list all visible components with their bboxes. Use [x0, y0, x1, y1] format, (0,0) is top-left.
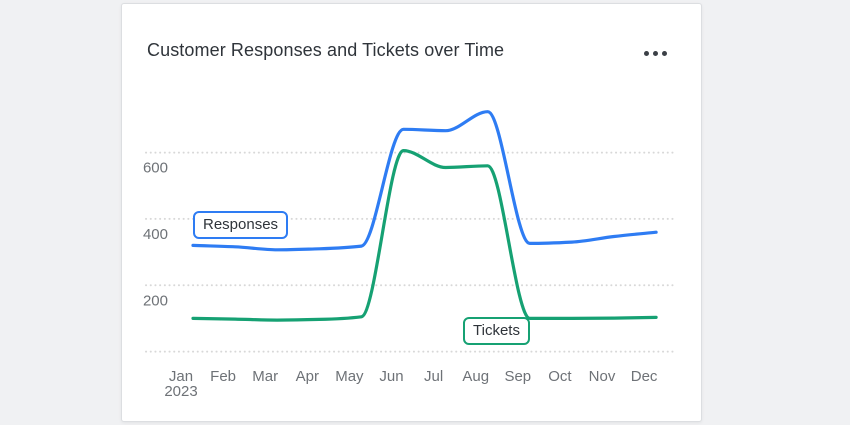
y-axis-tick-label: 200 [143, 292, 168, 309]
x-axis-tick-label: Mar [252, 368, 278, 385]
x-axis-tick-label: Nov [589, 368, 616, 385]
x-axis-tick-label: Feb [210, 368, 236, 385]
ellipsis-icon [661, 50, 667, 56]
x-axis-tick-label: Dec [631, 368, 658, 385]
x-axis-tick-label: Apr [296, 368, 319, 385]
x-axis-tick-label: Jan [169, 368, 193, 385]
y-axis-tick-label: 600 [143, 160, 168, 177]
line-chart: 200 400 600 Jan Feb Mar Apr May Jun Jul Aug Sep Oct N… [143, 110, 674, 400]
ellipsis-icon [652, 50, 658, 56]
x-axis-tick-label: Jun [379, 368, 403, 385]
ellipsis-icon [643, 50, 649, 56]
tickets-line [191, 149, 658, 322]
tickets-series-label[interactable]: Tickets [463, 317, 530, 345]
x-axis-tick-label: May [335, 368, 364, 385]
x-axis-tick-label: Jul [424, 368, 443, 385]
x-axis-tick-label: Oct [548, 368, 572, 385]
responses-line [191, 110, 658, 252]
x-axis-year-label: 2023 [164, 383, 197, 400]
chart-widget-card: Customer Responses and Tickets over Time… [121, 3, 702, 422]
x-axis-tick-label: Sep [504, 368, 531, 385]
chart-title: Customer Responses and Tickets over Time [147, 40, 505, 60]
widget-options-button[interactable] [636, 42, 674, 64]
y-axis-tick-label: 400 [143, 226, 168, 243]
responses-series-label[interactable]: Responses [193, 211, 289, 239]
x-axis-tick-label: Aug [462, 368, 489, 385]
